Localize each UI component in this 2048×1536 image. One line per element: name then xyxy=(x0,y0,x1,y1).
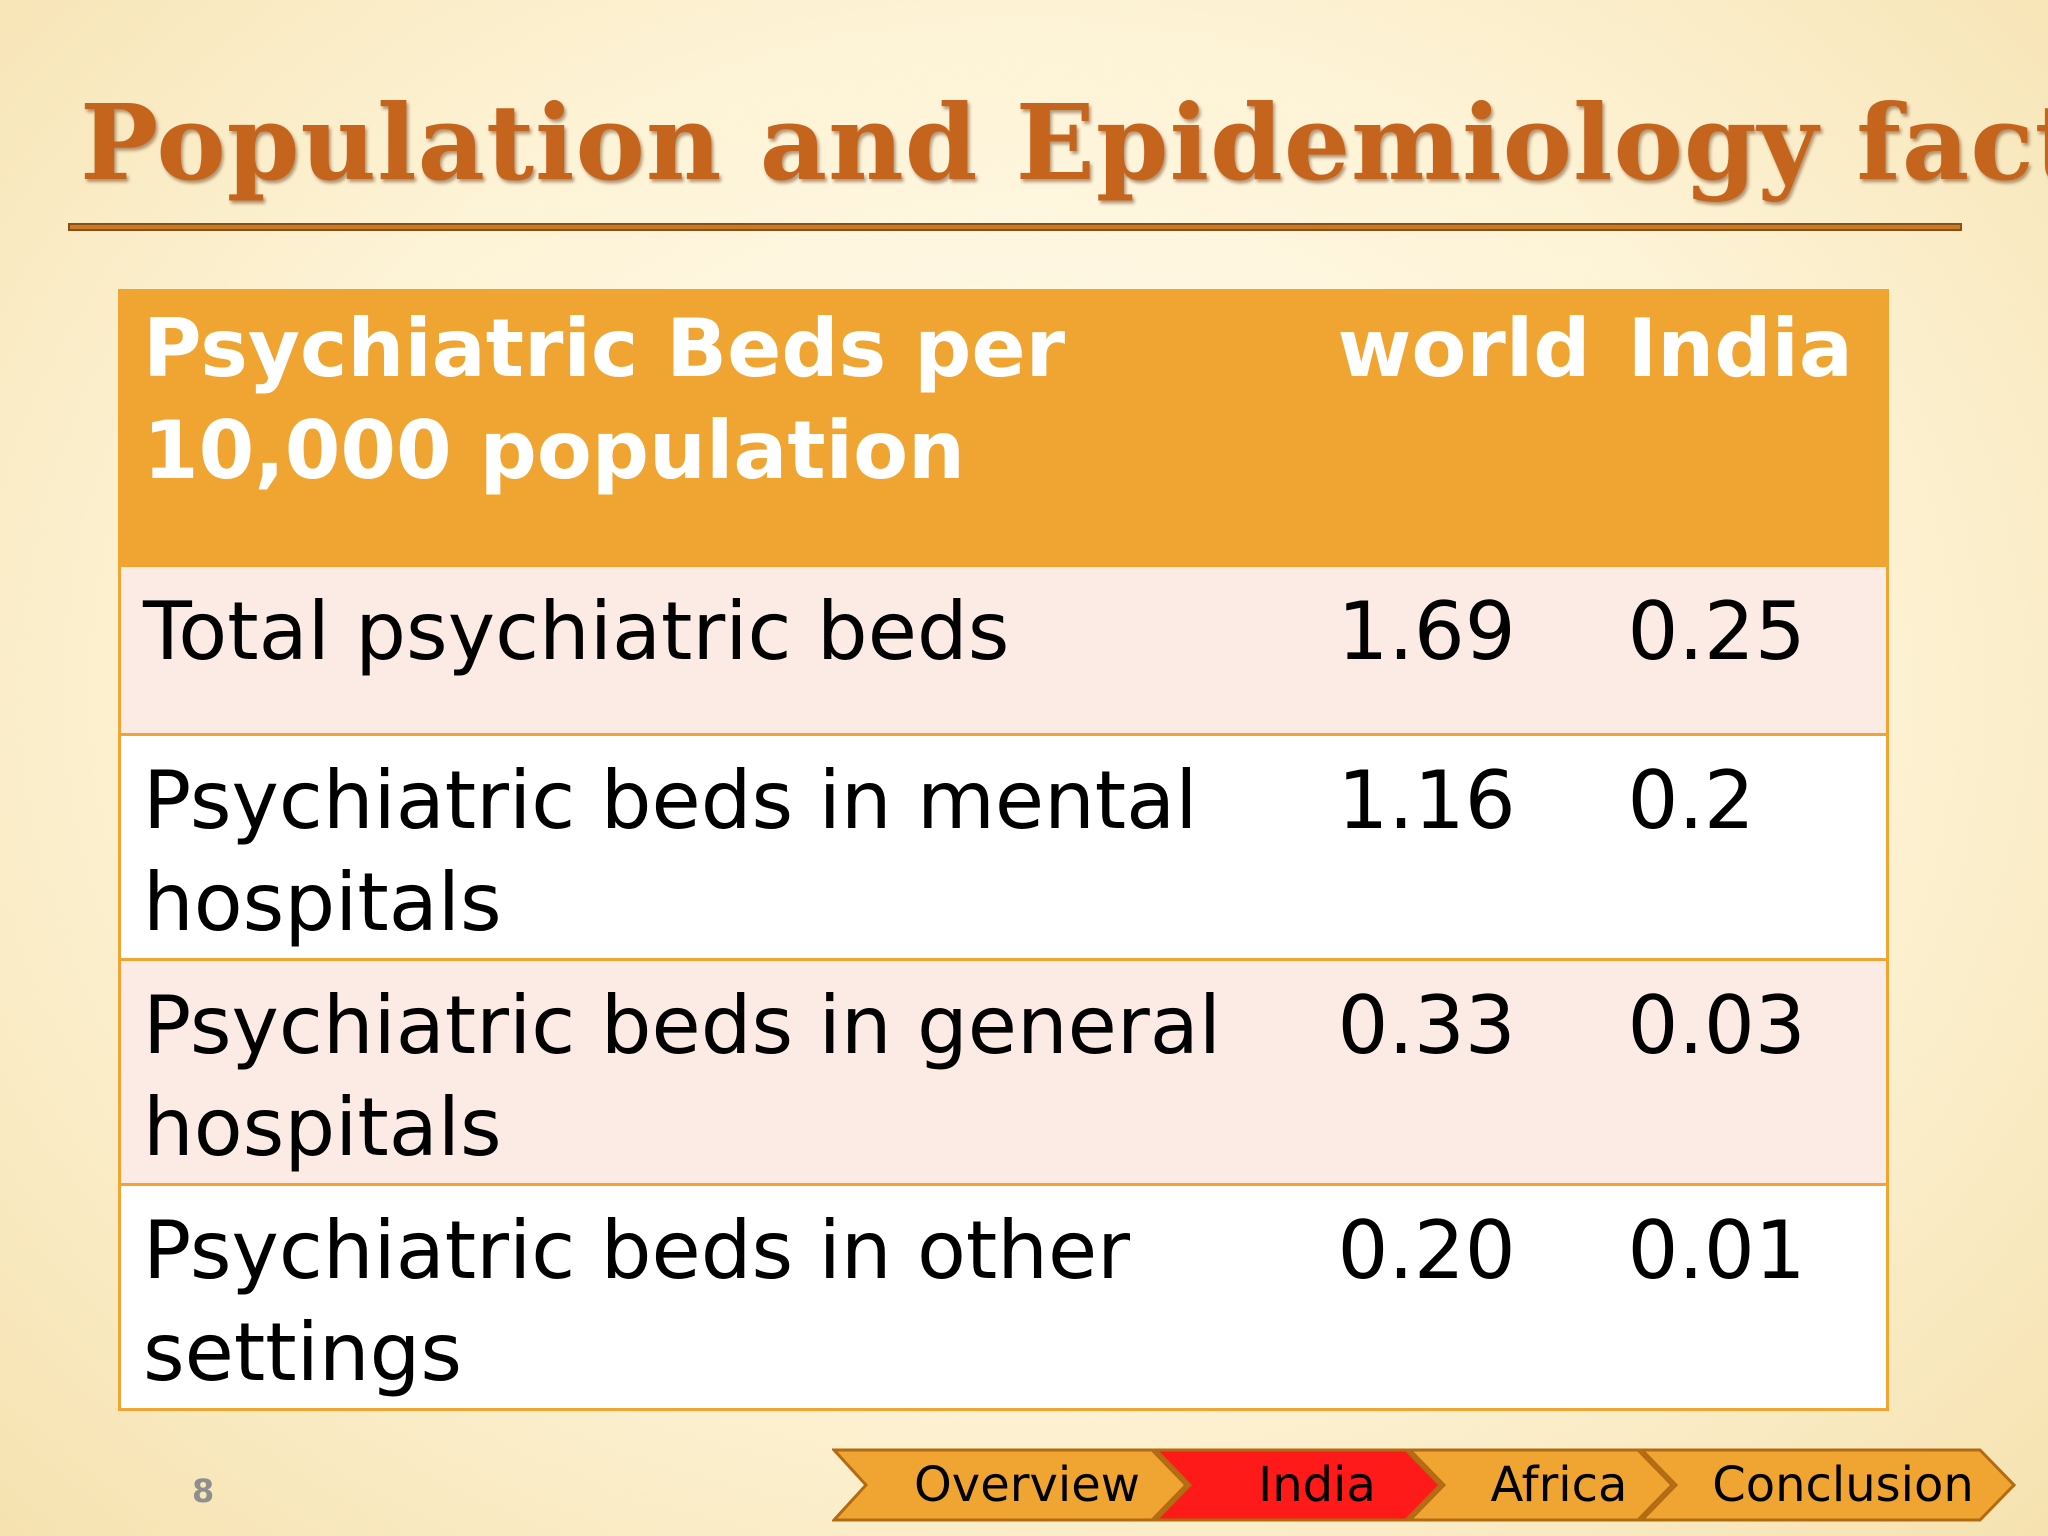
world-value: 1.16 xyxy=(1315,733,1606,960)
table-row: Psychiatric beds in other settings 0.20 … xyxy=(119,1183,1888,1410)
nav-chevrons xyxy=(832,1448,2016,1522)
header-india: India xyxy=(1605,289,1888,566)
header-world: world xyxy=(1315,289,1606,566)
section-nav: Overview India Africa Conclusion xyxy=(832,1448,2016,1522)
table-row: Psychiatric beds in mental hospitals 1.1… xyxy=(119,733,1888,960)
nav-chevron-overview[interactable] xyxy=(832,1448,1189,1522)
row-label: Psychiatric beds in general hospitals xyxy=(119,958,1316,1185)
slide-number: 8 xyxy=(192,1472,215,1510)
nav-chevron-africa[interactable] xyxy=(1406,1448,1675,1522)
india-value: 0.03 xyxy=(1605,958,1888,1185)
table-header-row: Psychiatric Beds per 10,000 population w… xyxy=(119,289,1888,566)
table-row: Total psychiatric beds 1.69 0.25 xyxy=(119,564,1888,735)
title-underline xyxy=(68,223,1962,231)
row-label: Psychiatric beds in mental hospitals xyxy=(119,733,1316,960)
nav-chevron-conclusion[interactable] xyxy=(1638,1448,2016,1522)
nav-label-india: India xyxy=(1258,1457,1376,1513)
india-value: 0.01 xyxy=(1605,1183,1888,1410)
row-label: Psychiatric beds in other settings xyxy=(119,1183,1316,1410)
header-metric: Psychiatric Beds per 10,000 population xyxy=(119,289,1316,566)
world-value: 1.69 xyxy=(1315,564,1606,735)
nav-chevron-india[interactable] xyxy=(1152,1448,1443,1522)
nav-label-overview: Overview xyxy=(914,1457,1140,1513)
world-value: 0.20 xyxy=(1315,1183,1606,1410)
india-value: 0.2 xyxy=(1605,733,1888,960)
nav-label-conclusion: Conclusion xyxy=(1712,1457,1974,1513)
psychiatric-beds-table: Psychiatric Beds per 10,000 population w… xyxy=(118,289,1889,1411)
table-row: Psychiatric beds in general hospitals 0.… xyxy=(119,958,1888,1185)
india-value: 0.25 xyxy=(1605,564,1888,735)
world-value: 0.33 xyxy=(1315,958,1606,1185)
nav-label-africa: Africa xyxy=(1490,1457,1628,1513)
slide-title: Population and Epidemiology facts xyxy=(80,81,2048,204)
row-label: Total psychiatric beds xyxy=(119,564,1316,735)
